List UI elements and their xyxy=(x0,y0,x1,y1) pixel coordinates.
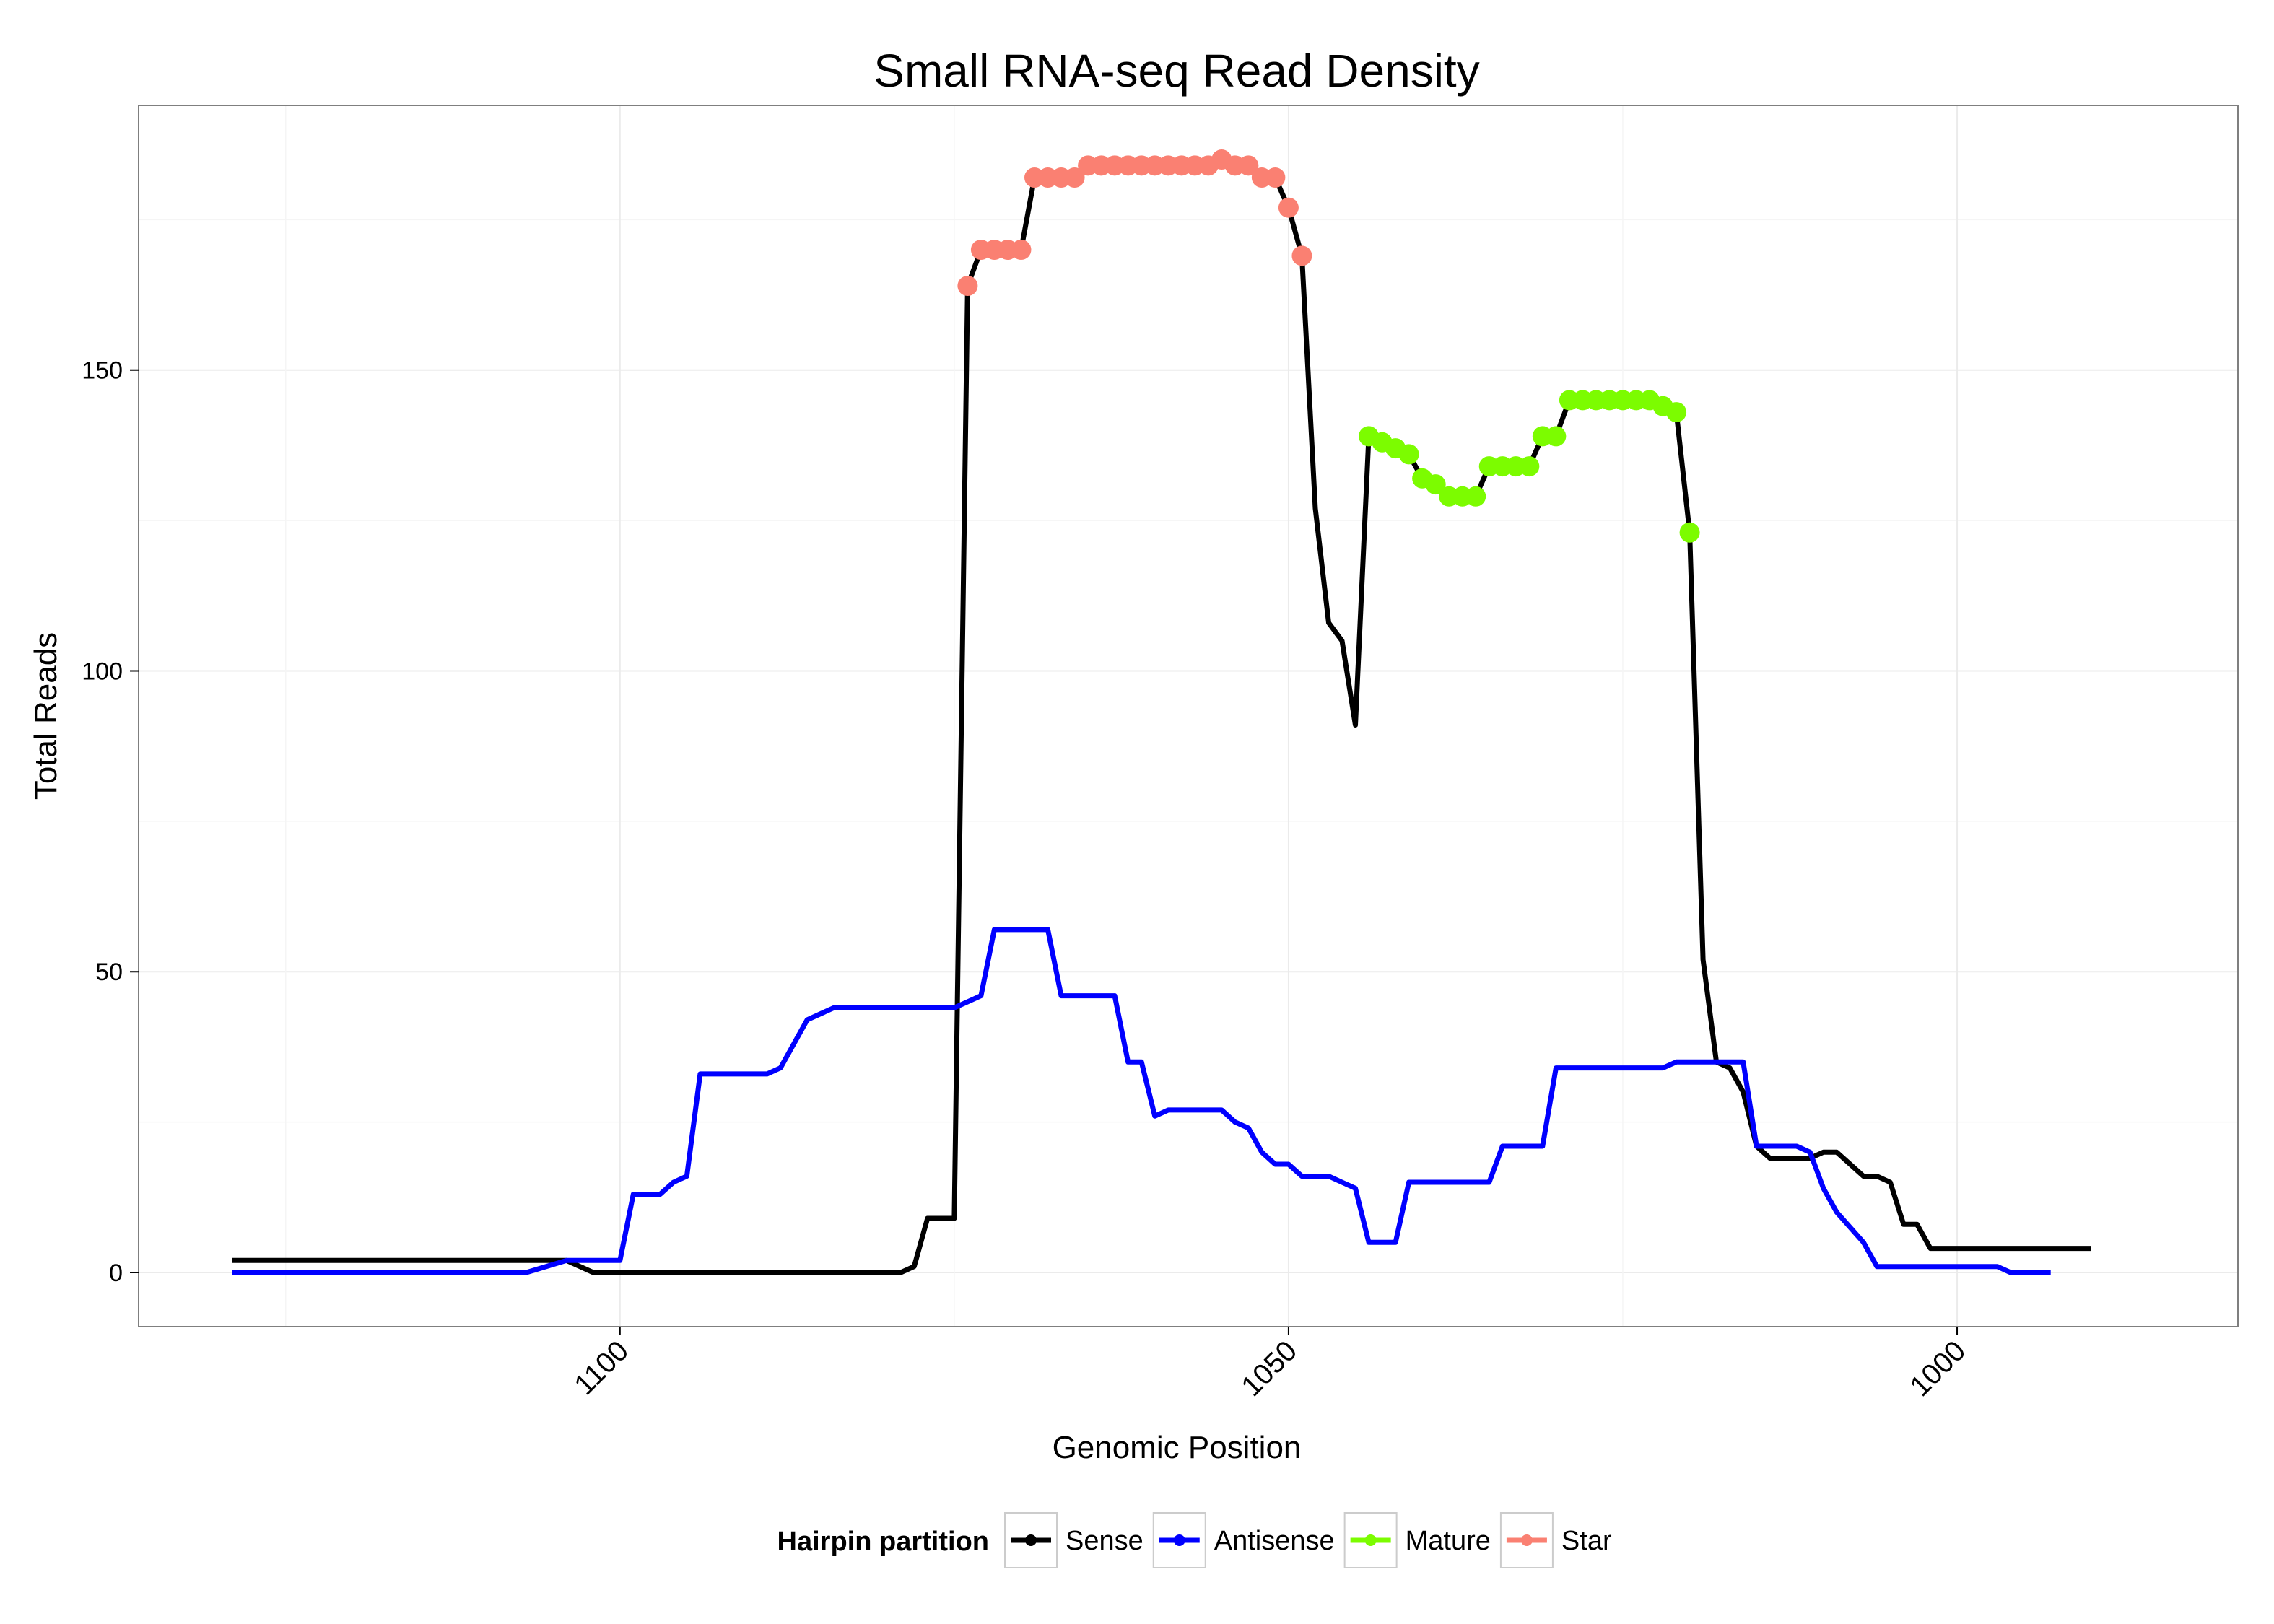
grid xyxy=(139,105,2238,1327)
legend-label: Mature xyxy=(1406,1526,1491,1556)
point-mature xyxy=(1398,444,1419,465)
y-tick-label: 50 xyxy=(95,959,123,986)
series-line-antisense xyxy=(232,927,2051,1275)
legend-item-antisense: Antisense xyxy=(1152,1512,1335,1568)
legend-key-dot xyxy=(1025,1534,1037,1546)
point-star xyxy=(957,276,978,297)
y-tick-label: 150 xyxy=(82,357,123,385)
legend-label: Antisense xyxy=(1214,1526,1335,1556)
point-star xyxy=(1238,155,1259,176)
point-mature xyxy=(1666,402,1687,423)
legend-title: Hairpin partition xyxy=(777,1527,989,1557)
legend-key-dot xyxy=(1364,1534,1377,1546)
x-axis: 1100 1050 1000 xyxy=(568,1327,1972,1402)
x-tick-label: 1050 xyxy=(1235,1335,1303,1402)
point-mature xyxy=(1519,456,1540,477)
x-tick-label: 1000 xyxy=(1904,1335,1972,1402)
series-line-sense xyxy=(232,157,2091,1275)
point-star xyxy=(1064,167,1085,188)
chart-title: Small RNA-seq Read Density xyxy=(874,45,1479,97)
point-mature xyxy=(1679,522,1700,543)
y-axis: 0 50 100 150 xyxy=(82,357,139,1287)
x-tick-label: 1100 xyxy=(568,1335,635,1401)
points-layer xyxy=(957,149,1700,543)
legend-label: Star xyxy=(1561,1526,1612,1556)
legend: Hairpin partition Sense Antisense Mature Sta… xyxy=(777,1512,1612,1568)
point-mature xyxy=(1425,474,1446,495)
point-star xyxy=(1265,167,1286,188)
y-tick-label: 100 xyxy=(82,658,123,685)
plot-panel-border xyxy=(138,105,2239,1327)
series-layer xyxy=(232,157,2091,1275)
legend-item-mature: Mature xyxy=(1343,1512,1491,1568)
point-star xyxy=(1291,245,1312,266)
y-tick-label: 0 xyxy=(109,1260,123,1287)
legend-key-dot xyxy=(1173,1534,1185,1546)
x-axis-label: Genomic Position xyxy=(1053,1430,1302,1465)
point-star xyxy=(1278,197,1299,218)
legend-label: Sense xyxy=(1066,1526,1143,1556)
legend-item-star: Star xyxy=(1499,1512,1612,1568)
y-axis-label: Total Reads xyxy=(28,632,64,800)
point-mature xyxy=(1465,486,1486,507)
point-star xyxy=(1011,240,1032,261)
legend-item-sense: Sense xyxy=(1004,1512,1143,1568)
point-mature xyxy=(1546,426,1567,447)
legend-key-dot xyxy=(1520,1534,1533,1546)
